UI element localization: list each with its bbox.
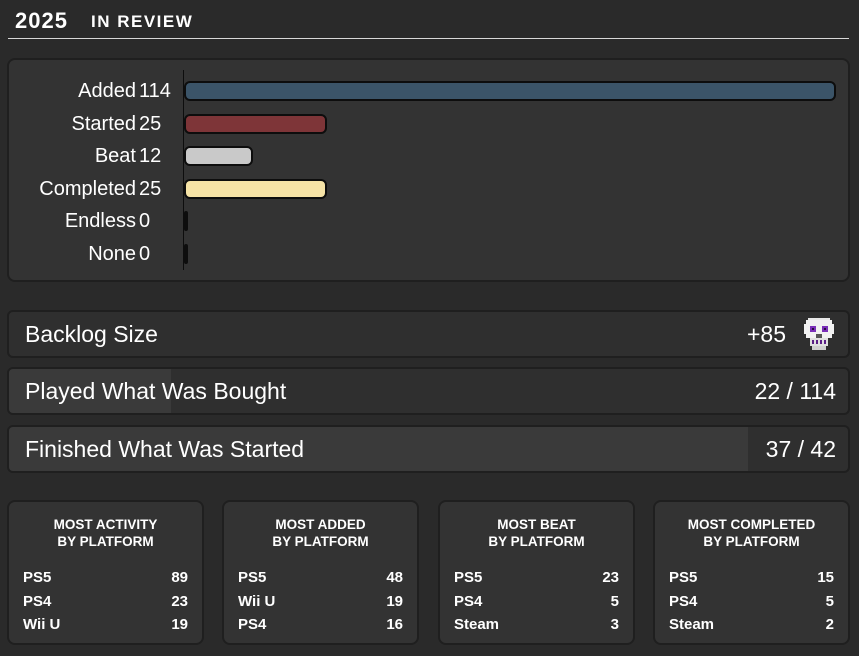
chart-category-label: None (88, 242, 136, 265)
header-year: 2025 (15, 8, 68, 33)
chart-row-none: None 0 (9, 241, 848, 267)
chart-bar-started (184, 113, 327, 134)
platform-count: 23 (602, 569, 619, 586)
card-most-activity: MOST ACTIVITY BY PLATFORM PS5 89 PS4 23 … (7, 500, 204, 645)
chart-bar-beat (184, 146, 253, 166)
stat-fill-bar (9, 427, 749, 471)
chart-category-label: Started (71, 112, 136, 135)
card-title-line: BY PLATFORM (703, 534, 800, 549)
chart-row-added: Added 114 (9, 78, 848, 104)
stat-played-what-was-bought: Played What Was Bought 22 / 114 (7, 367, 850, 415)
card-title: MOST ACTIVITY BY PLATFORM (9, 516, 202, 550)
platform-count: 19 (386, 593, 403, 610)
platform-count: 19 (171, 616, 188, 633)
card-title-line: MOST ADDED (275, 517, 366, 532)
platform-name: PS4 (23, 593, 52, 610)
card-row: PS5 48 (238, 568, 403, 588)
card-row: PS4 23 (23, 592, 188, 612)
platform-name: PS5 (238, 569, 267, 586)
platform-count: 3 (610, 616, 619, 633)
platform-name: PS5 (669, 569, 698, 586)
card-title-line: BY PLATFORM (488, 534, 585, 549)
chart-bar-completed (184, 178, 327, 199)
chart-value-label: 0 (139, 210, 151, 232)
platform-name: PS4 (238, 616, 267, 633)
card-row: Wii U 19 (238, 592, 403, 612)
platform-name: PS4 (454, 593, 483, 610)
status-bar-chart: Added 114 Started 25 Beat 12 Completed 25 Endles… (7, 58, 850, 282)
chart-value-label: 12 (139, 145, 162, 167)
chart-value-label: 25 (139, 112, 162, 135)
chart-row-beat: Beat 12 (9, 143, 848, 169)
platform-name: PS5 (23, 569, 52, 586)
chart-row-endless: Endless 0 (9, 208, 848, 234)
card-title: MOST ADDED BY PLATFORM (224, 516, 417, 550)
chart-value-label: 25 (139, 177, 162, 200)
chart-category-label: Completed (39, 177, 136, 200)
platform-count: 2 (825, 616, 834, 633)
stat-value: 37 / 42 (765, 436, 836, 462)
platform-count: 5 (825, 593, 834, 610)
card-row: PS5 89 (23, 568, 188, 588)
stat-label: Played What Was Bought (25, 378, 287, 404)
chart-category-label: Beat (94, 145, 136, 167)
card-row: Steam 3 (454, 615, 619, 635)
chart-axis-line (183, 70, 184, 270)
chart-bar-added (184, 81, 836, 101)
card-row: Steam 2 (669, 615, 834, 635)
card-title-line: MOST BEAT (497, 517, 576, 532)
chart-value-label: 114 (139, 80, 171, 102)
card-row: PS5 15 (669, 568, 834, 588)
card-most-added: MOST ADDED BY PLATFORM PS5 48 Wii U 19 P… (222, 500, 419, 645)
card-title-line: BY PLATFORM (272, 534, 369, 549)
chart-value-label: 0 (139, 242, 151, 265)
card-most-beat: MOST BEAT BY PLATFORM PS5 23 PS4 5 Steam… (438, 500, 635, 645)
platform-count: 89 (171, 569, 188, 586)
platform-name: Wii U (23, 616, 61, 633)
skull-icon (804, 318, 834, 350)
platform-name: Steam (669, 616, 715, 633)
stat-value: 22 / 114 (754, 378, 836, 404)
stat-fill-bar (9, 369, 171, 413)
platform-count: 23 (171, 593, 188, 610)
chart-bar-endless (184, 211, 188, 231)
platform-name: PS5 (454, 569, 483, 586)
chart-category-label: Endless (64, 210, 136, 232)
card-row: PS5 23 (454, 568, 619, 588)
card-title-line: BY PLATFORM (57, 534, 154, 549)
card-most-completed: MOST COMPLETED BY PLATFORM PS5 15 PS4 5 … (653, 500, 850, 645)
platform-name: Steam (454, 616, 500, 633)
stat-label: Finished What Was Started (25, 436, 305, 462)
stat-value: +85 (746, 321, 786, 347)
card-title: MOST BEAT BY PLATFORM (440, 516, 633, 550)
card-row: PS4 16 (238, 615, 403, 635)
card-row: Wii U 19 (23, 615, 188, 635)
header-subtitle: IN REVIEW (91, 12, 194, 31)
platform-name: Wii U (238, 593, 276, 610)
platform-count: 15 (817, 569, 834, 586)
card-title-line: MOST COMPLETED (687, 517, 816, 532)
stat-finished-what-was-started: Finished What Was Started 37 / 42 (7, 425, 850, 473)
platform-count: 5 (610, 593, 619, 610)
card-row: PS4 5 (669, 592, 834, 612)
stat-label: Backlog Size (25, 321, 158, 347)
chart-row-completed: Completed 25 (9, 176, 848, 202)
stat-backlog-size: Backlog Size +85 (7, 310, 850, 358)
chart-bar-none (184, 243, 188, 264)
page-header: 2025 IN REVIEW (8, 0, 849, 39)
platform-name: PS4 (669, 593, 698, 610)
card-title-line: MOST ACTIVITY (53, 517, 158, 532)
card-row: PS4 5 (454, 592, 619, 612)
platform-count: 16 (386, 616, 403, 633)
platform-count: 48 (386, 569, 403, 586)
chart-row-started: Started 25 (9, 111, 848, 137)
card-title: MOST COMPLETED BY PLATFORM (655, 516, 848, 550)
chart-category-label: Added (78, 80, 136, 102)
